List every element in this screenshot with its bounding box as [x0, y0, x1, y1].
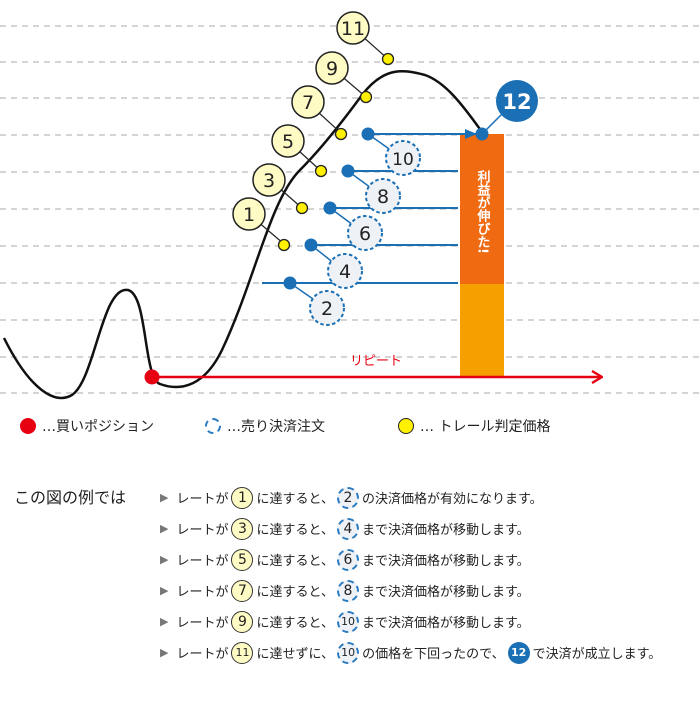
step-row: ▶ レートが 7 に達すると、 8 まで決済価格が移動します。 [160, 575, 661, 606]
svg-text:11: 11 [341, 18, 365, 40]
svg-text:10: 10 [392, 150, 414, 170]
red-dot-icon [20, 418, 36, 434]
svg-text:3: 3 [263, 170, 275, 192]
trail-badge-inline: 9 [231, 610, 254, 633]
trail-badge-inline: 1 [231, 486, 254, 509]
example-steps: ▶ レートが 1 に達すると、 2 の決済価格が有効になります。 ▶ レートが … [160, 482, 661, 668]
order-badge-inline: 10 [336, 610, 359, 633]
order-badge-2: 2 [309, 290, 345, 326]
svg-text:5: 5 [282, 131, 294, 153]
step-row-final: ▶ レートが 11 に達せずに、 10 の価格を下回ったので、 12 で決済が成… [160, 637, 661, 668]
triangle-right-icon: ▶ [160, 522, 169, 535]
legend-buy-position: …買いポジション [20, 415, 154, 437]
profit-bar-lower [460, 284, 504, 377]
trail-badge-inline: 3 [231, 517, 254, 540]
trail-badge-inline: 5 [231, 548, 254, 571]
order-badges: 2 4 6 8 10 [309, 140, 421, 326]
price-curve [2, 70, 484, 400]
legend-sell-order: …売り決済注文 [205, 415, 325, 437]
order-badge-6: 6 [347, 215, 383, 251]
dashed-circle-icon [205, 418, 221, 434]
step-row: ▶ レートが 5 に達すると、 6 まで決済価格が移動します。 [160, 544, 661, 575]
triangle-right-icon: ▶ [160, 491, 169, 504]
svg-text:7: 7 [302, 92, 314, 114]
svg-text:12: 12 [502, 90, 531, 114]
yellow-dot-icon [398, 418, 414, 434]
triangle-right-icon: ▶ [160, 584, 169, 597]
triangle-right-icon: ▶ [160, 615, 169, 628]
trail-badge-9: 9 [315, 51, 349, 85]
trail-badge-1: 1 [232, 197, 266, 231]
trail-dots [277, 52, 395, 252]
svg-text:2: 2 [321, 298, 333, 320]
svg-text:8: 8 [377, 186, 389, 208]
step-row: ▶ レートが 9 に達すると、 10 まで決済価格が移動します。 [160, 606, 661, 637]
trail-badge-3: 3 [252, 163, 286, 197]
example-heading: この図の例では [14, 488, 127, 507]
trail-badge-11: 11 [336, 11, 370, 45]
svg-text:6: 6 [359, 223, 371, 245]
legend-trail-label: … トレール判定価格 [420, 419, 551, 435]
order-badge-inline: 10 [337, 641, 360, 664]
settle-badge: 12 [496, 80, 538, 122]
order-badge-inline: 6 [336, 548, 359, 571]
repeat-label: リピート [350, 354, 402, 369]
order-badge-4: 4 [327, 253, 363, 289]
triangle-right-icon: ▶ [160, 646, 169, 659]
legend-buy-label: …買いポジション [42, 419, 154, 435]
trail-badge-5: 5 [271, 124, 305, 158]
step-row: ▶ レートが 3 に達すると、 4 まで決済価格が移動します。 [160, 513, 661, 544]
legend-sell-label: …売り決済注文 [227, 419, 325, 435]
order-badge-inline: 8 [336, 579, 359, 602]
profit-bar-upper [460, 134, 504, 284]
triangle-right-icon: ▶ [160, 553, 169, 566]
trailing-stop-diagram: 利益が伸びた! リピート [0, 11, 700, 400]
svg-text:1: 1 [243, 204, 255, 226]
buy-position-dot [144, 369, 160, 385]
settle-badge-inline: 12 [507, 641, 530, 664]
order-badge-inline: 2 [336, 486, 359, 509]
legend-trail-price: … トレール判定価格 [398, 415, 550, 437]
order-badge-10: 10 [385, 140, 421, 176]
grid-lines [0, 25, 700, 394]
profit-label: 利益が伸びた! [475, 169, 492, 253]
trail-badge-inline: 11 [231, 641, 254, 664]
order-dots [283, 127, 489, 290]
svg-text:4: 4 [339, 261, 351, 283]
trail-badge-7: 7 [291, 85, 325, 119]
trail-badges: 1 3 5 7 9 11 [232, 11, 370, 231]
order-badge-inline: 4 [336, 517, 359, 540]
order-badge-8: 8 [365, 178, 401, 214]
step-row: ▶ レートが 1 に達すると、 2 の決済価格が有効になります。 [160, 482, 661, 513]
trail-badge-inline: 7 [231, 579, 254, 602]
svg-text:9: 9 [326, 58, 338, 80]
